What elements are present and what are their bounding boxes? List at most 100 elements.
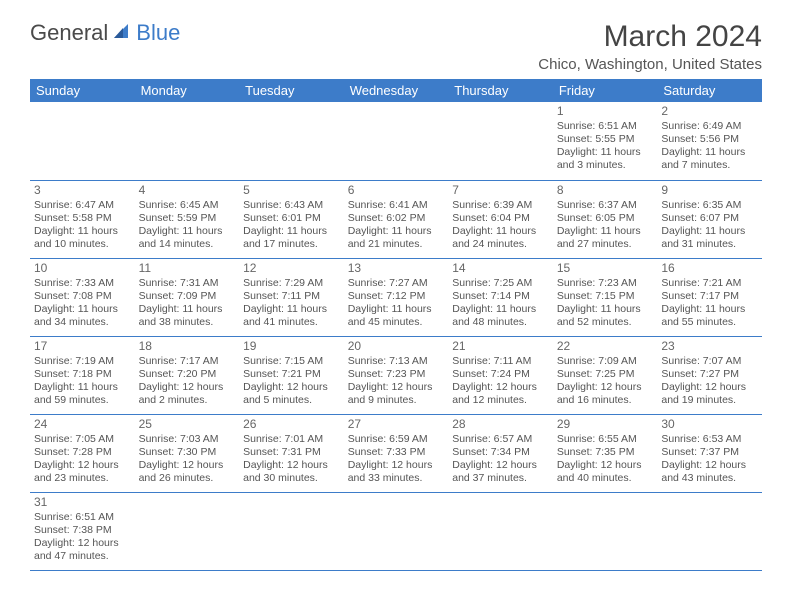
- sunset-line: Sunset: 7:25 PM: [557, 368, 654, 381]
- logo-text-2: Blue: [136, 20, 180, 46]
- day-number: 4: [139, 183, 236, 198]
- sunset-line: Sunset: 7:24 PM: [452, 368, 549, 381]
- sunset-line: Sunset: 7:23 PM: [348, 368, 445, 381]
- day-number: 22: [557, 339, 654, 354]
- day-cell: 19Sunrise: 7:15 AMSunset: 7:21 PMDayligh…: [239, 336, 344, 414]
- daylight-line: Daylight: 11 hours and 3 minutes.: [557, 146, 654, 172]
- sunrise-line: Sunrise: 7:07 AM: [661, 355, 758, 368]
- day-number: 10: [34, 261, 131, 276]
- empty-cell: [448, 102, 553, 180]
- sunrise-line: Sunrise: 7:25 AM: [452, 277, 549, 290]
- sunset-line: Sunset: 7:30 PM: [139, 446, 236, 459]
- day-number: 14: [452, 261, 549, 276]
- sunset-line: Sunset: 7:17 PM: [661, 290, 758, 303]
- sunrise-line: Sunrise: 7:11 AM: [452, 355, 549, 368]
- sunset-line: Sunset: 7:35 PM: [557, 446, 654, 459]
- daylight-line: Daylight: 11 hours and 21 minutes.: [348, 225, 445, 251]
- day-number: 24: [34, 417, 131, 432]
- calendar-row: 1Sunrise: 6:51 AMSunset: 5:55 PMDaylight…: [30, 102, 762, 180]
- sunrise-line: Sunrise: 7:03 AM: [139, 433, 236, 446]
- sunset-line: Sunset: 7:08 PM: [34, 290, 131, 303]
- day-number: 23: [661, 339, 758, 354]
- daylight-line: Daylight: 11 hours and 41 minutes.: [243, 303, 340, 329]
- sunrise-line: Sunrise: 6:35 AM: [661, 199, 758, 212]
- day-number: 3: [34, 183, 131, 198]
- sunrise-line: Sunrise: 6:57 AM: [452, 433, 549, 446]
- title-block: March 2024 Chico, Washington, United Sta…: [538, 20, 762, 73]
- daylight-line: Daylight: 11 hours and 55 minutes.: [661, 303, 758, 329]
- day-number: 19: [243, 339, 340, 354]
- daylight-line: Daylight: 12 hours and 19 minutes.: [661, 381, 758, 407]
- day-number: 15: [557, 261, 654, 276]
- daylight-line: Daylight: 12 hours and 26 minutes.: [139, 459, 236, 485]
- sunrise-line: Sunrise: 7:15 AM: [243, 355, 340, 368]
- empty-cell: [30, 102, 135, 180]
- daylight-line: Daylight: 11 hours and 34 minutes.: [34, 303, 131, 329]
- day-cell: 20Sunrise: 7:13 AMSunset: 7:23 PMDayligh…: [344, 336, 449, 414]
- daylight-line: Daylight: 11 hours and 59 minutes.: [34, 381, 131, 407]
- empty-cell: [657, 492, 762, 570]
- daylight-line: Daylight: 11 hours and 27 minutes.: [557, 225, 654, 251]
- daylight-line: Daylight: 12 hours and 23 minutes.: [34, 459, 131, 485]
- sunrise-line: Sunrise: 6:45 AM: [139, 199, 236, 212]
- sunset-line: Sunset: 7:21 PM: [243, 368, 340, 381]
- day-cell: 31Sunrise: 6:51 AMSunset: 7:38 PMDayligh…: [30, 492, 135, 570]
- sunset-line: Sunset: 6:07 PM: [661, 212, 758, 225]
- daylight-line: Daylight: 12 hours and 43 minutes.: [661, 459, 758, 485]
- day-cell: 7Sunrise: 6:39 AMSunset: 6:04 PMDaylight…: [448, 180, 553, 258]
- sunset-line: Sunset: 7:11 PM: [243, 290, 340, 303]
- sunrise-line: Sunrise: 6:49 AM: [661, 120, 758, 133]
- sunrise-line: Sunrise: 6:53 AM: [661, 433, 758, 446]
- sunrise-line: Sunrise: 7:29 AM: [243, 277, 340, 290]
- weekday-header: Sunday: [30, 79, 135, 102]
- daylight-line: Daylight: 12 hours and 47 minutes.: [34, 537, 131, 563]
- sunrise-line: Sunrise: 7:09 AM: [557, 355, 654, 368]
- calendar-body: 1Sunrise: 6:51 AMSunset: 5:55 PMDaylight…: [30, 102, 762, 570]
- sunset-line: Sunset: 5:58 PM: [34, 212, 131, 225]
- sunrise-line: Sunrise: 6:41 AM: [348, 199, 445, 212]
- day-number: 26: [243, 417, 340, 432]
- day-cell: 3Sunrise: 6:47 AMSunset: 5:58 PMDaylight…: [30, 180, 135, 258]
- daylight-line: Daylight: 11 hours and 31 minutes.: [661, 225, 758, 251]
- day-cell: 26Sunrise: 7:01 AMSunset: 7:31 PMDayligh…: [239, 414, 344, 492]
- day-number: 8: [557, 183, 654, 198]
- day-cell: 25Sunrise: 7:03 AMSunset: 7:30 PMDayligh…: [135, 414, 240, 492]
- day-cell: 17Sunrise: 7:19 AMSunset: 7:18 PMDayligh…: [30, 336, 135, 414]
- day-cell: 11Sunrise: 7:31 AMSunset: 7:09 PMDayligh…: [135, 258, 240, 336]
- day-cell: 4Sunrise: 6:45 AMSunset: 5:59 PMDaylight…: [135, 180, 240, 258]
- day-number: 9: [661, 183, 758, 198]
- sunrise-line: Sunrise: 6:59 AM: [348, 433, 445, 446]
- empty-cell: [448, 492, 553, 570]
- sail-icon: [112, 20, 134, 46]
- day-cell: 24Sunrise: 7:05 AMSunset: 7:28 PMDayligh…: [30, 414, 135, 492]
- day-cell: 29Sunrise: 6:55 AMSunset: 7:35 PMDayligh…: [553, 414, 658, 492]
- day-number: 5: [243, 183, 340, 198]
- day-number: 17: [34, 339, 131, 354]
- logo-text-1: General: [30, 20, 108, 46]
- sunrise-line: Sunrise: 7:21 AM: [661, 277, 758, 290]
- sunset-line: Sunset: 7:15 PM: [557, 290, 654, 303]
- day-cell: 22Sunrise: 7:09 AMSunset: 7:25 PMDayligh…: [553, 336, 658, 414]
- daylight-line: Daylight: 11 hours and 17 minutes.: [243, 225, 340, 251]
- daylight-line: Daylight: 12 hours and 37 minutes.: [452, 459, 549, 485]
- daylight-line: Daylight: 11 hours and 38 minutes.: [139, 303, 236, 329]
- day-number: 13: [348, 261, 445, 276]
- day-number: 11: [139, 261, 236, 276]
- day-number: 27: [348, 417, 445, 432]
- sunrise-line: Sunrise: 7:33 AM: [34, 277, 131, 290]
- day-cell: 8Sunrise: 6:37 AMSunset: 6:05 PMDaylight…: [553, 180, 658, 258]
- calendar-row: 17Sunrise: 7:19 AMSunset: 7:18 PMDayligh…: [30, 336, 762, 414]
- daylight-line: Daylight: 11 hours and 7 minutes.: [661, 146, 758, 172]
- day-number: 28: [452, 417, 549, 432]
- day-cell: 30Sunrise: 6:53 AMSunset: 7:37 PMDayligh…: [657, 414, 762, 492]
- day-cell: 2Sunrise: 6:49 AMSunset: 5:56 PMDaylight…: [657, 102, 762, 180]
- day-number: 18: [139, 339, 236, 354]
- sunset-line: Sunset: 7:34 PM: [452, 446, 549, 459]
- day-number: 30: [661, 417, 758, 432]
- sunrise-line: Sunrise: 6:37 AM: [557, 199, 654, 212]
- day-cell: 13Sunrise: 7:27 AMSunset: 7:12 PMDayligh…: [344, 258, 449, 336]
- sunrise-line: Sunrise: 7:05 AM: [34, 433, 131, 446]
- daylight-line: Daylight: 11 hours and 52 minutes.: [557, 303, 654, 329]
- sunset-line: Sunset: 7:09 PM: [139, 290, 236, 303]
- daylight-line: Daylight: 12 hours and 40 minutes.: [557, 459, 654, 485]
